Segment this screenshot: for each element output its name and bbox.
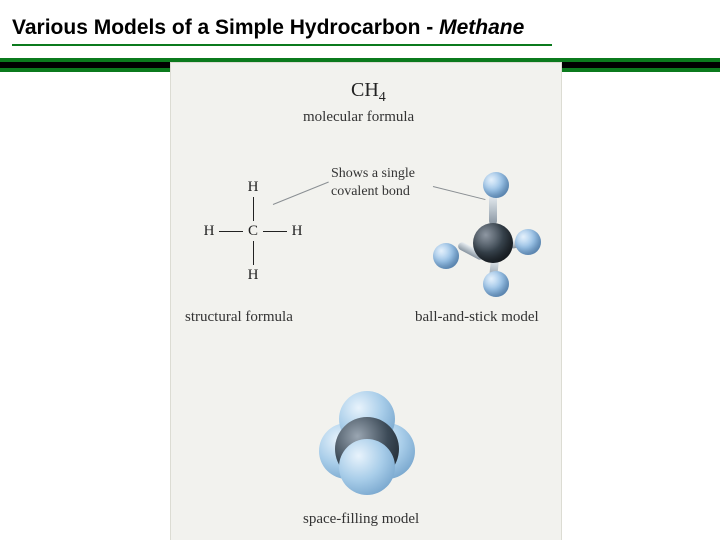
molecular-formula: CH4	[351, 79, 386, 106]
figure-panel: CH4 molecular formula Shows a singlecova…	[170, 62, 562, 540]
ball-and-stick-model	[429, 169, 549, 299]
slide: Various Models of a Simple Hydrocarbon -…	[0, 0, 720, 540]
atom-h: H	[289, 223, 305, 239]
atom-hydrogen-ball	[483, 172, 509, 198]
bond	[253, 241, 254, 265]
atom-hydrogen-ball	[515, 229, 541, 255]
title-prefix: Various Models of a Simple Hydrocarbon -	[12, 16, 439, 39]
bond	[253, 197, 254, 221]
atom-hydrogen-ball	[433, 243, 459, 269]
title-underline	[12, 44, 552, 46]
atom-carbon-ball	[473, 223, 513, 263]
molecular-formula-label: molecular formula	[303, 109, 414, 126]
title-compound: Methane	[439, 16, 524, 39]
atom-hydrogen-sphere	[339, 439, 395, 495]
callout-text: Shows a singlecovalent bond	[331, 165, 415, 200]
bond	[219, 231, 243, 232]
structural-formula: C H H H H	[193, 171, 313, 291]
space-filling-label: space-filling model	[303, 511, 419, 528]
structural-formula-label: structural formula	[185, 309, 293, 326]
atom-h: H	[245, 179, 261, 195]
bond-stick	[489, 195, 497, 225]
atom-h: H	[201, 223, 217, 239]
page-title: Various Models of a Simple Hydrocarbon -…	[12, 16, 524, 40]
bond	[263, 231, 287, 232]
ball-and-stick-label: ball-and-stick model	[415, 309, 539, 326]
space-filling-model	[301, 389, 431, 499]
atom-hydrogen-ball	[483, 271, 509, 297]
atom-c: C	[245, 223, 261, 239]
atom-h: H	[245, 267, 261, 283]
